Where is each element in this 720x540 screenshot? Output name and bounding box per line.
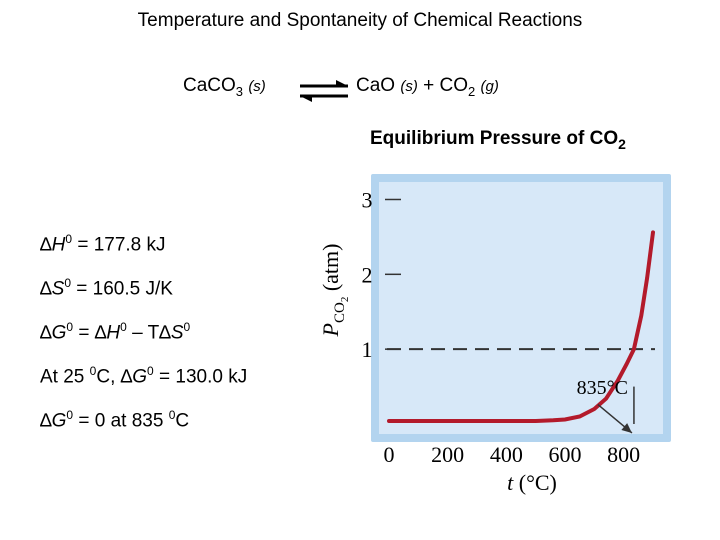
minus-t-delta: – T∆ [126,322,171,344]
co2-pressure-chart: 835°C 123 0 200 400 600 800 t (°C) PCO2 (atm… [318,174,671,495]
delta-symbol: ∆ [40,278,52,300]
y-tick-label: 3 [362,187,373,212]
gibbs-25c-line: At 25 0C, ∆G0 = 130.0 kJ [40,364,247,388]
y-axis-unit: (atm) [318,244,343,297]
reactant-subscript: 3 [235,83,244,99]
x-axis-variable: t [507,470,514,495]
x-tick-label: 400 [490,442,523,467]
standard-superscript: 0 [64,276,71,290]
gibbs-25c-value: = 130.0 kJ [153,366,248,388]
degree-superscript: 0 [89,364,97,378]
x-tick-labels: 0 200 400 600 800 [384,442,641,467]
y-axis-label: PCO2 (atm) [318,244,351,338]
delta-symbol: ∆ [40,410,52,432]
product2-phase: (g) [480,78,499,95]
series-line [387,230,655,423]
chart-title-text: Equilibrium Pressure of CO [370,128,619,149]
gibbs-symbol: G [51,410,67,432]
standard-superscript: 0 [183,320,191,334]
chart-title-subscript: 2 [618,135,626,152]
y-axis-subsubscript: 2 [339,297,351,303]
delta-h-value: = 177.8 kJ [72,234,166,256]
product2-subscript: 2 [468,83,476,99]
delta-s-value: = 160.5 J/K [71,278,173,300]
standard-superscript: 0 [147,364,154,378]
x-axis-label: t (°C) [507,470,557,495]
reaction-products: CaO (s) + CO2 (g) [356,75,499,99]
delta-s-line: ∆S0 = 160.5 J/K [40,276,173,300]
gibbs-zero-line: ∆G0 = 0 at 835 0C [40,408,189,432]
delta-h-line: ∆H0 = 177.8 kJ [40,232,166,256]
chart-title: Equilibrium Pressure of CO2 [370,128,626,152]
equals-delta: = ∆ [73,322,107,344]
enthalpy-symbol: H [106,322,121,344]
gibbs-zero-text: = 0 at 835 [73,410,169,432]
y-tick-label: 1 [362,337,373,362]
equilibrium-arrows-icon [300,80,348,102]
celsius-delta: C, ∆ [96,366,133,388]
y-axis-variable: P [318,323,343,337]
reactant-formula: CaCO [183,75,236,96]
degree-superscript: 0 [168,408,176,422]
x-axis-unit: (°C) [513,470,557,495]
annotation-arrowhead [621,423,632,433]
standard-superscript: 0 [65,232,73,246]
entropy-symbol: S [51,278,65,300]
plot-area [379,182,663,434]
entropy-symbol: S [170,322,184,344]
reaction-plus: + [423,75,435,96]
enthalpy-symbol: H [51,234,66,256]
gibbs-equation-line: ∆G0 = ∆H0 – T∆S0 [40,320,190,344]
annotation-label: 835°C [577,377,628,399]
gibbs-symbol: G [132,366,148,388]
x-tick-label: 800 [607,442,640,467]
x-tick-label: 200 [431,442,464,467]
product1-phase: (s) [400,78,418,95]
y-axis-subscript: CO [332,302,348,323]
standard-superscript: 0 [120,320,127,334]
celsius-unit: C [175,410,190,432]
gibbs-symbol: G [51,322,67,344]
x-tick-label: 600 [549,442,582,467]
x-tick-label: 0 [384,442,395,467]
reactant-phase: (s) [248,78,266,95]
product1-formula: CaO [356,75,396,96]
at-25-text: At 25 [40,366,90,388]
delta-symbol: ∆ [40,234,52,256]
page-title: Temperature and Spontaneity of Chemical … [137,10,583,31]
y-tick-label: 2 [362,262,373,287]
delta-symbol: ∆ [40,322,52,344]
reaction-reactant: CaCO3 (s) [183,75,266,99]
y-tick-labels: 1 2 3 [362,187,373,362]
standard-superscript: 0 [66,408,74,422]
product2-formula: CO [439,75,469,96]
standard-superscript: 0 [66,320,74,334]
